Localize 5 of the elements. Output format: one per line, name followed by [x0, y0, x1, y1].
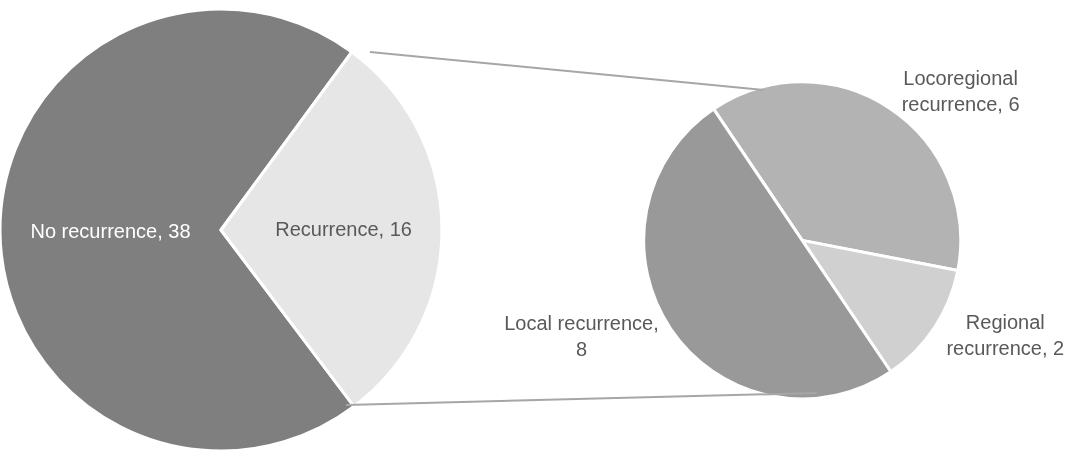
slice-label: No recurrence, 38: [30, 219, 191, 242]
slice-label: Locoregional recurrence, 6: [901, 67, 1020, 116]
slice-label: Local recurrence, 8: [504, 312, 659, 361]
slice-label: Regional recurrence, 2: [946, 311, 1065, 360]
slice-label: Recurrence, 16: [275, 218, 412, 241]
